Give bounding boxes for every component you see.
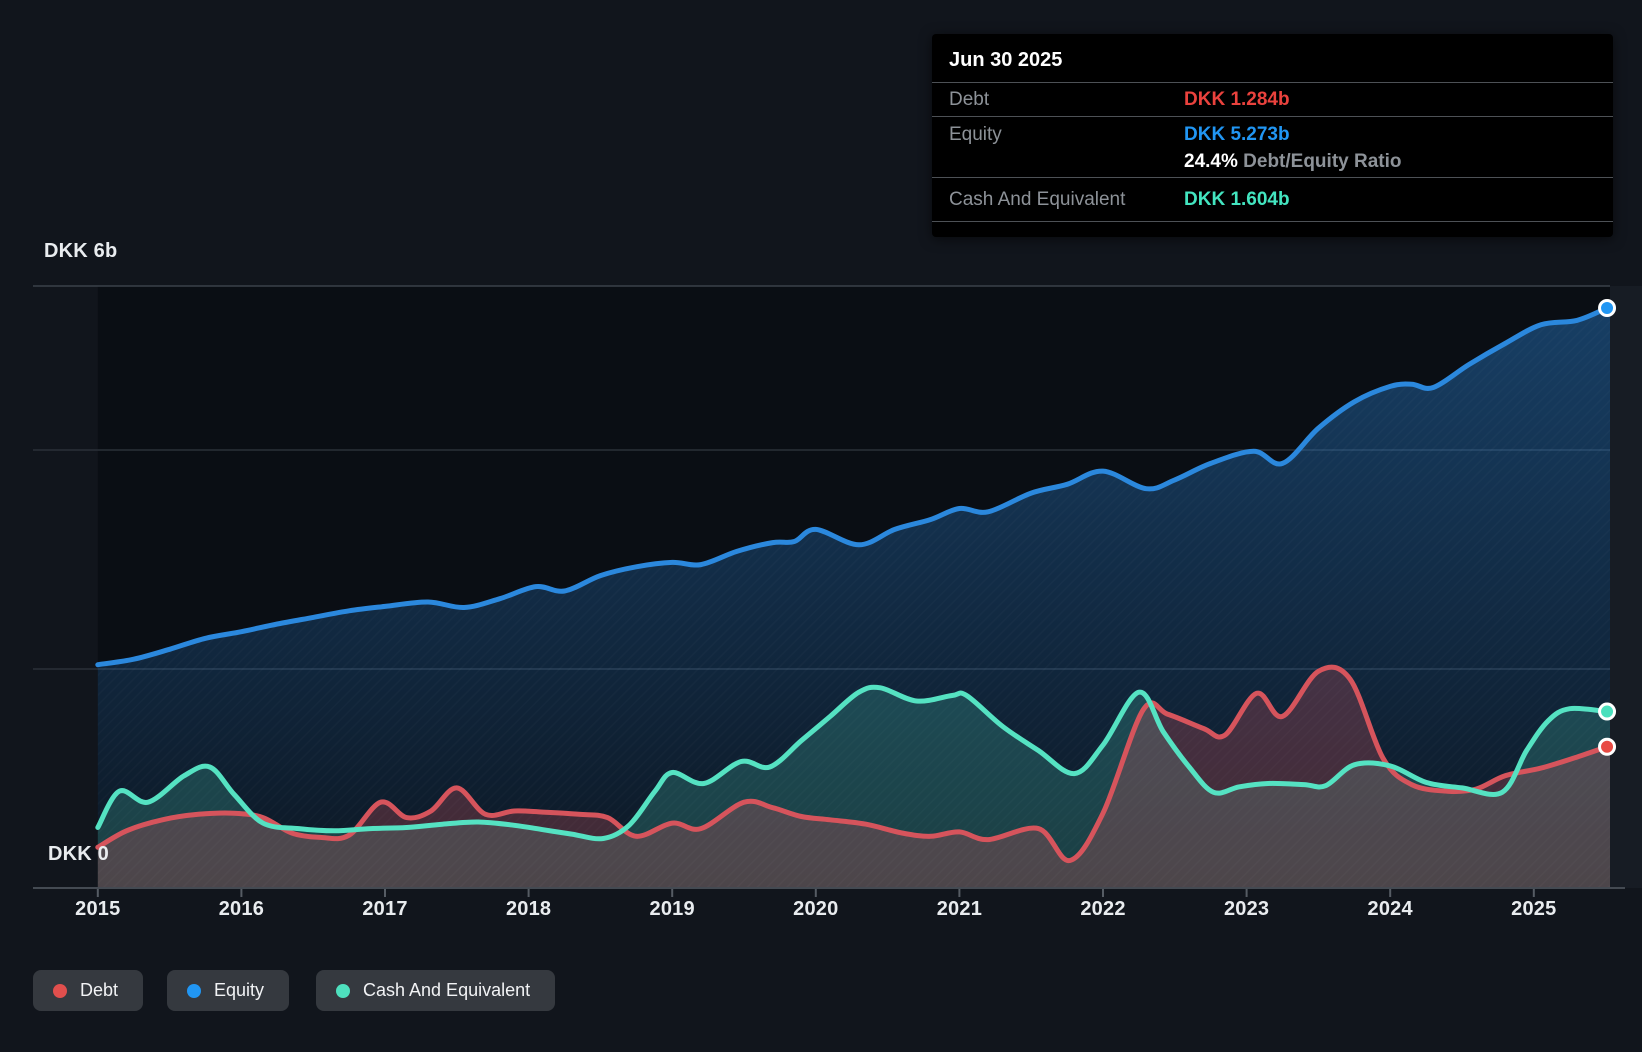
y-axis-bottom-label: DKK 0 bbox=[48, 843, 110, 865]
tooltip-date: Jun 30 2025 bbox=[932, 34, 1613, 83]
legend-item-equity[interactable]: Equity bbox=[167, 970, 290, 1011]
tooltip-row-debt: Debt DKK 1.284b bbox=[932, 83, 1613, 117]
x-axis-label: 2020 bbox=[793, 898, 839, 920]
chart-tooltip: Jun 30 2025 Debt DKK 1.284b Equity DKK 5… bbox=[932, 34, 1613, 237]
debt-equity-ratio: 24.4% Debt/Equity Ratio bbox=[1184, 151, 1402, 173]
debt-line bbox=[95, 664, 1610, 863]
tooltip-cash-value: DKK 1.604b bbox=[1184, 189, 1290, 210]
legend-debt-label: Debt bbox=[80, 980, 119, 1000]
equity-line bbox=[95, 305, 1610, 668]
equity-end-marker[interactable] bbox=[1598, 298, 1617, 317]
x-axis-label: 2018 bbox=[505, 898, 552, 920]
x-axis-label: 2023 bbox=[1223, 898, 1270, 920]
tooltip-debt-label: Debt bbox=[949, 89, 990, 110]
x-axis-label: 2021 bbox=[936, 898, 983, 920]
cash-end-marker[interactable] bbox=[1598, 702, 1617, 721]
tooltip-row-equity: Equity DKK 5.273b bbox=[932, 117, 1613, 151]
x-axis-label: 2019 bbox=[649, 898, 695, 920]
tooltip-equity-value: DKK 5.273b bbox=[1184, 124, 1290, 145]
tooltip-equity-label: Equity bbox=[949, 124, 1002, 145]
tooltip-cash-label: Cash And Equivalent bbox=[949, 189, 1126, 210]
legend-item-cash[interactable]: Cash And Equivalent bbox=[316, 970, 556, 1011]
equity-legend-dot-icon bbox=[187, 983, 201, 998]
tooltip-debt-value: DKK 1.284b bbox=[1184, 89, 1290, 110]
legend-item-debt[interactable]: Debt bbox=[33, 970, 144, 1011]
tooltip-row-ratio: 24.4% Debt/Equity Ratio bbox=[932, 151, 1613, 178]
x-axis-label: 2015 bbox=[75, 898, 121, 920]
plot-right-band bbox=[1610, 286, 1642, 888]
x-axis-label: 2024 bbox=[1367, 898, 1413, 920]
debt-legend-dot-icon bbox=[53, 983, 67, 998]
y-axis-top-label: DKK 6b bbox=[44, 240, 118, 262]
x-axis-label: 2022 bbox=[1080, 898, 1126, 920]
cash-line bbox=[95, 684, 1610, 842]
hatch-texture bbox=[97, 308, 1610, 888]
x-axis-label: 2017 bbox=[362, 898, 408, 920]
debt-end-marker[interactable] bbox=[1598, 737, 1617, 756]
x-axis-label: 2016 bbox=[218, 898, 265, 920]
tooltip-row-cash: Cash And Equivalent DKK 1.604b bbox=[932, 178, 1613, 222]
legend-equity-label: Equity bbox=[214, 980, 265, 1000]
ratio-value: 24.4% bbox=[1184, 151, 1238, 172]
ratio-label: Debt/Equity Ratio bbox=[1243, 151, 1402, 172]
cash-legend-dot-icon bbox=[336, 983, 350, 998]
legend-cash-label: Cash And Equivalent bbox=[363, 980, 531, 1000]
x-axis-label: 2025 bbox=[1511, 898, 1557, 920]
